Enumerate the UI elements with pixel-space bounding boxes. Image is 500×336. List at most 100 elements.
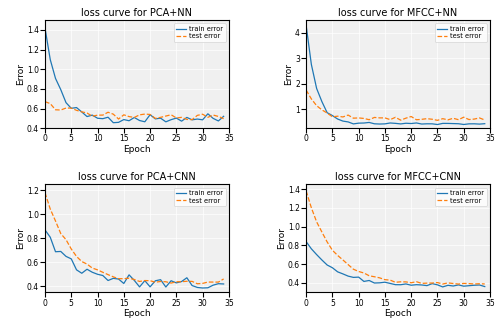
train error	[105, 115, 111, 119]
train error	[84, 267, 90, 271]
train error	[324, 263, 330, 267]
train error	[303, 23, 309, 27]
train error	[100, 117, 106, 121]
test error	[142, 279, 148, 283]
train error	[194, 117, 200, 121]
train error	[382, 280, 388, 284]
train error	[126, 273, 132, 277]
Line: test error: test error	[306, 191, 484, 284]
test error	[163, 114, 169, 118]
test error	[147, 113, 153, 117]
test error	[366, 274, 372, 278]
train error	[52, 76, 59, 80]
test error	[398, 280, 404, 284]
test error	[216, 115, 222, 119]
test error	[372, 275, 378, 279]
test error	[445, 118, 451, 122]
test error	[210, 113, 216, 117]
train error	[136, 285, 142, 289]
test error	[74, 254, 80, 258]
train error	[52, 250, 59, 254]
train error	[456, 122, 462, 126]
train error	[387, 121, 393, 125]
test error	[90, 266, 96, 270]
train error	[68, 106, 74, 110]
train error	[63, 101, 69, 105]
test error	[403, 116, 409, 120]
test error	[429, 281, 435, 285]
train error	[216, 282, 222, 286]
test error	[110, 112, 116, 116]
X-axis label: Epoch: Epoch	[123, 309, 151, 318]
test error	[376, 116, 382, 120]
Title: loss curve for PCA+CNN: loss curve for PCA+CNN	[78, 172, 196, 182]
Line: train error: train error	[45, 230, 224, 288]
test error	[466, 118, 472, 122]
train error	[132, 279, 138, 283]
train error	[58, 249, 64, 253]
train error	[382, 122, 388, 126]
Title: loss curve for PCA+NN: loss curve for PCA+NN	[82, 8, 192, 18]
train error	[319, 258, 325, 262]
test error	[184, 117, 190, 121]
test error	[68, 106, 74, 110]
Y-axis label: Error: Error	[278, 227, 286, 249]
test error	[460, 115, 466, 119]
train error	[345, 120, 351, 124]
test error	[105, 272, 111, 277]
train error	[334, 270, 340, 274]
train error	[445, 283, 451, 287]
train error	[200, 286, 205, 290]
train error	[79, 110, 85, 114]
test error	[308, 206, 314, 210]
test error	[382, 116, 388, 120]
test error	[136, 113, 142, 117]
test error	[205, 115, 211, 119]
train error	[210, 116, 216, 120]
train error	[189, 118, 195, 122]
train error	[163, 285, 169, 289]
train error	[387, 282, 393, 286]
test error	[105, 110, 111, 114]
test error	[408, 281, 414, 285]
train error	[376, 281, 382, 285]
train error	[220, 114, 226, 118]
test error	[476, 116, 482, 120]
test error	[100, 270, 106, 274]
train error	[48, 57, 54, 61]
test error	[456, 282, 462, 286]
test error	[319, 230, 325, 234]
train error	[340, 272, 346, 276]
train error	[63, 254, 69, 258]
test error	[158, 280, 164, 284]
train error	[105, 279, 111, 283]
test error	[314, 104, 320, 108]
test error	[450, 282, 456, 286]
test error	[330, 248, 336, 252]
test error	[121, 113, 127, 117]
test error	[94, 113, 100, 117]
test error	[476, 282, 482, 286]
train error	[424, 122, 430, 126]
train error	[466, 284, 472, 288]
test error	[200, 112, 205, 116]
test error	[163, 280, 169, 284]
train error	[90, 113, 96, 117]
Line: test error: test error	[45, 102, 224, 120]
test error	[52, 219, 59, 223]
train error	[366, 120, 372, 124]
train error	[476, 122, 482, 126]
train error	[476, 283, 482, 287]
train error	[205, 286, 211, 290]
test error	[482, 282, 488, 286]
test error	[174, 280, 180, 284]
test error	[48, 101, 54, 106]
test error	[440, 282, 446, 286]
train error	[350, 276, 356, 280]
train error	[142, 120, 148, 124]
train error	[440, 121, 446, 125]
train error	[205, 112, 211, 116]
train error	[345, 274, 351, 278]
train error	[356, 275, 362, 279]
train error	[147, 113, 153, 117]
